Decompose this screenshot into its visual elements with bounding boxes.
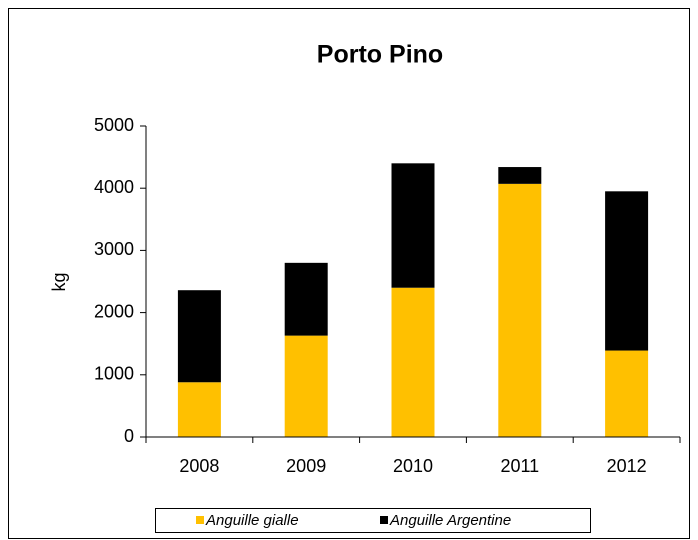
y-tick-label: 0: [124, 426, 134, 446]
x-tick-label: 2010: [393, 456, 433, 476]
chart-border: [8, 8, 690, 539]
y-tick-label: 1000: [94, 364, 134, 384]
legend-swatch: [196, 516, 204, 524]
chart-title: Porto Pino: [317, 41, 443, 69]
y-tick-label: 4000: [94, 177, 134, 197]
bar-segment: [498, 183, 542, 437]
bar-segment: [284, 335, 328, 437]
bar-segment: [284, 262, 328, 336]
y-axis-label: kg: [49, 272, 69, 291]
bar-segment: [391, 163, 435, 288]
y-tick-label: 5000: [94, 115, 134, 135]
bar-segment: [177, 290, 221, 383]
x-tick-label: 2012: [607, 456, 647, 476]
x-tick-label: 2011: [500, 456, 539, 476]
bar-segment: [605, 350, 649, 437]
legend-label: Anguille Argentine: [389, 512, 511, 529]
legend-box: [155, 508, 591, 533]
legend-swatch: [380, 516, 388, 524]
bar-segment: [177, 382, 221, 437]
y-tick-label: 3000: [94, 239, 134, 259]
bar-segment: [391, 287, 435, 437]
y-tick-label: 2000: [94, 301, 134, 321]
x-tick-label: 2008: [179, 456, 219, 476]
x-tick-label: 2009: [286, 456, 326, 476]
bar-segment: [605, 191, 649, 351]
legend-label: Anguille gialle: [205, 512, 299, 529]
bar-segment: [498, 167, 542, 184]
